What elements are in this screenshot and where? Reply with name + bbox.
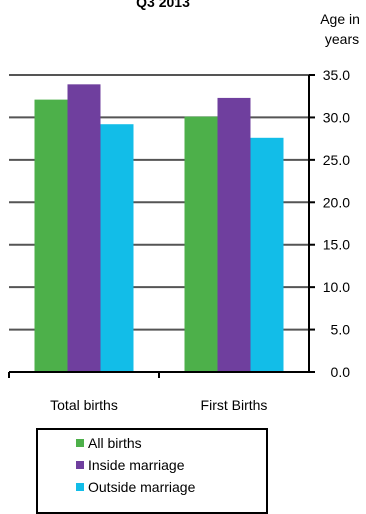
bar-1-1 xyxy=(217,97,251,372)
legend-item: Outside marriage xyxy=(76,476,195,498)
legend-item: All births xyxy=(76,432,142,454)
bar-0-1 xyxy=(67,84,101,372)
y-tick-label: 25.0 xyxy=(323,152,350,168)
bar-0-2 xyxy=(100,124,134,373)
y-tick-label: 15.0 xyxy=(323,237,350,253)
y-tick-label: 5.0 xyxy=(331,322,351,338)
x-category-label: Total births xyxy=(50,397,118,413)
legend-label: All births xyxy=(88,435,142,451)
y-tick-labels: 0.0 5.0 10.0 15.0 20.0 25.0 30.0 35.0 xyxy=(323,67,350,380)
y-axis-label-line-1: Age in xyxy=(320,11,360,27)
bar-1-2 xyxy=(250,137,284,372)
x-category-labels: Total births First Births xyxy=(50,397,267,413)
axes xyxy=(8,75,310,378)
legend-label: Outside marriage xyxy=(88,479,196,495)
legend-swatch xyxy=(76,461,84,469)
legend-swatch xyxy=(76,483,84,491)
legend-swatch xyxy=(76,439,84,447)
y-tick-label: 0.0 xyxy=(331,364,351,380)
y-tick-label: 20.0 xyxy=(323,194,350,210)
y-axis-label-line-2: years xyxy=(325,31,359,47)
legend: All births Inside marriage Outside marriag… xyxy=(36,428,268,514)
y-tick-label: 10.0 xyxy=(323,279,350,295)
bar-0-0 xyxy=(34,99,68,372)
y-tick-label: 30.0 xyxy=(323,109,350,125)
legend-item: Inside marriage xyxy=(76,454,185,476)
y-axis-label: Age in years xyxy=(320,11,364,47)
bar-1-0 xyxy=(184,116,218,372)
chart-title: Q3 2013 xyxy=(136,0,190,10)
legend-label: Inside marriage xyxy=(88,457,185,473)
y-tick-label: 35.0 xyxy=(323,67,350,83)
x-category-label: First Births xyxy=(201,397,268,413)
bars xyxy=(34,84,284,373)
